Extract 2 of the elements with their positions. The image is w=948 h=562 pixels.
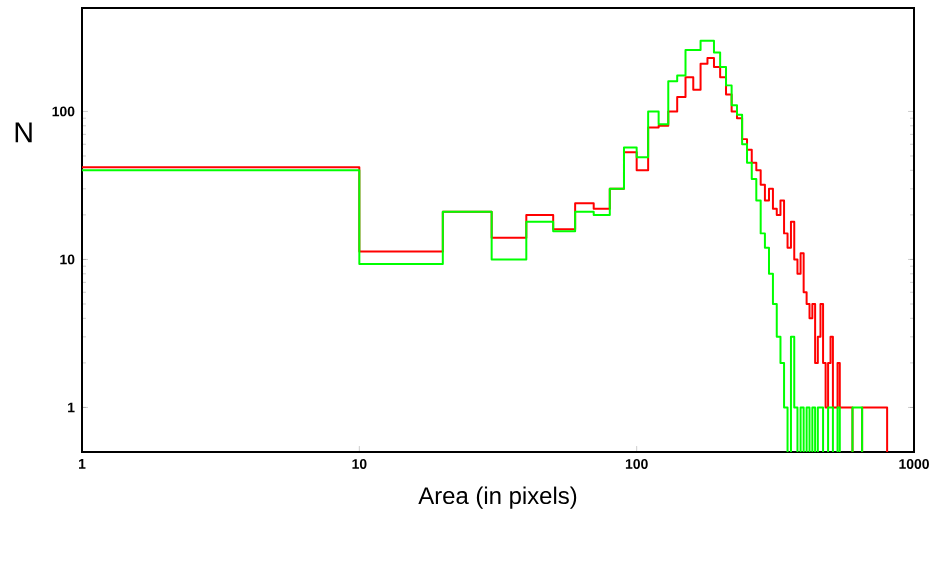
- x-axis-title: Area (in pixels): [418, 486, 577, 509]
- y-axis-title: N: [15, 122, 32, 143]
